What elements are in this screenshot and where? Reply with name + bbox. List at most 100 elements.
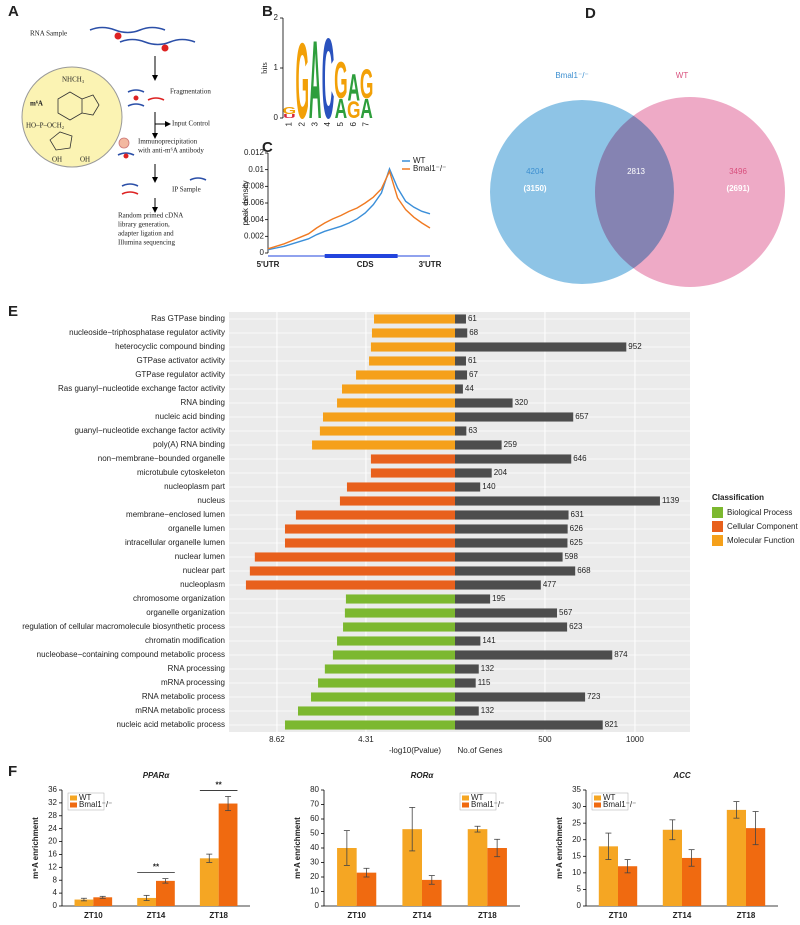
- value-label: 140: [482, 482, 496, 491]
- bar: [455, 552, 563, 562]
- region-count: 2813: [627, 167, 645, 176]
- error-bar: [206, 853, 213, 863]
- antibody: [118, 137, 130, 149]
- y-tick-label: microtubule cytoskeleton: [137, 468, 225, 477]
- bar: [332, 650, 455, 660]
- y-tick-label: 16: [48, 850, 57, 859]
- cds-region: [324, 254, 398, 258]
- y-tick-label: RNA binding: [181, 398, 225, 407]
- error-bar: [605, 832, 612, 860]
- bar: [343, 622, 455, 632]
- y-tick-label: 25: [572, 818, 581, 827]
- value-label: 132: [481, 664, 495, 673]
- y-axis-label: peak density: [241, 181, 250, 226]
- legend-label: Bmal1⁻/⁻: [79, 800, 112, 809]
- bar: [455, 538, 568, 548]
- molecule-name: m⁶A: [30, 100, 43, 108]
- y-tick-label: 2: [274, 13, 279, 22]
- x-tick-label: ZT18: [737, 911, 756, 920]
- bar: [618, 866, 638, 906]
- bar: [339, 496, 455, 506]
- venn-set: [595, 97, 785, 287]
- fragment: [121, 183, 139, 187]
- panel-label: F: [8, 763, 17, 780]
- value-label: 668: [577, 566, 591, 575]
- x-tick-label: ZT14: [673, 911, 692, 920]
- bar: [455, 622, 568, 632]
- bar: [455, 314, 466, 324]
- y-tick-label: nucleic acid binding: [155, 412, 225, 421]
- value-label: 141: [482, 636, 496, 645]
- legend-swatch: [70, 795, 77, 801]
- bar: [319, 426, 455, 436]
- bar: [455, 496, 660, 506]
- bar: [249, 566, 455, 576]
- y-tick-label: 10: [310, 887, 319, 896]
- x-tick-label: ZT18: [209, 911, 228, 920]
- y-tick-label: 24: [48, 824, 57, 833]
- y-tick-label: 60: [310, 814, 319, 823]
- x-tick-label: 6: [349, 121, 358, 126]
- y-axis-label: m⁶A enrichment: [31, 817, 40, 879]
- bar: [455, 650, 613, 660]
- x-tick-label: 7: [362, 121, 371, 126]
- y-tick-label: 30: [572, 802, 581, 811]
- y-tick-label: 0: [274, 113, 279, 122]
- y-tick-label: nuclear lumen: [175, 552, 225, 561]
- m6a-site: [161, 44, 169, 52]
- bar: [324, 664, 455, 674]
- venn: [490, 97, 785, 287]
- y-tick-label: 28: [48, 811, 57, 820]
- y-tick-label: nucleoside−triphosphatase regulator acti…: [69, 328, 225, 337]
- y-tick-label: nucleus: [197, 496, 225, 505]
- y-tick-label: 0: [53, 901, 58, 910]
- legend-swatch: [594, 795, 601, 801]
- m6a-site: [123, 153, 129, 159]
- bar: [455, 720, 603, 730]
- fragment: [147, 97, 165, 101]
- bar: [254, 552, 455, 562]
- y-tick-label: 0.002: [244, 231, 265, 240]
- y-tick-label: 20: [310, 872, 319, 881]
- diagram-label: Immunoprecipitation: [138, 138, 198, 146]
- error-bar: [99, 895, 106, 899]
- bar: [455, 524, 568, 534]
- bar: [402, 829, 422, 906]
- bar: [455, 342, 627, 352]
- value-label: 204: [494, 468, 508, 477]
- y-tick-label: non−membrane−bounded organelle: [98, 454, 226, 463]
- bar: [312, 440, 455, 450]
- x-tick-label: 1: [285, 121, 294, 126]
- x-tick-label: 1000: [626, 735, 644, 744]
- y-tick-label: 12: [48, 862, 57, 871]
- bar: [746, 828, 766, 906]
- atom-label: OH: [80, 156, 90, 164]
- bar: [455, 328, 468, 338]
- bar: [682, 857, 702, 906]
- error-bar: [80, 897, 87, 902]
- series-line: [267, 166, 431, 251]
- diagram-label: Random primed cDNA: [118, 212, 183, 220]
- legend-title: Classification: [712, 493, 764, 502]
- x-tick-label: ZT18: [478, 911, 497, 920]
- bar: [455, 384, 463, 394]
- bar: [455, 692, 586, 702]
- chart-title: RORα: [411, 771, 435, 780]
- bar: [318, 678, 455, 688]
- value-label: 320: [515, 398, 529, 407]
- bar: [455, 608, 558, 618]
- x-tick-label: 8.62: [269, 735, 285, 744]
- bar: [337, 398, 455, 408]
- logo-letter: G: [283, 105, 297, 117]
- legend-swatch: [712, 521, 723, 532]
- value-label: 259: [504, 440, 518, 449]
- m6a-site: [133, 95, 139, 101]
- bar: [455, 510, 569, 520]
- bar: [455, 468, 492, 478]
- y-tick-label: 0: [577, 901, 582, 910]
- bar: [345, 594, 455, 604]
- y-tick-label: 8: [53, 875, 58, 884]
- value-label: 195: [492, 594, 506, 603]
- x-tick-label: 5: [336, 121, 345, 126]
